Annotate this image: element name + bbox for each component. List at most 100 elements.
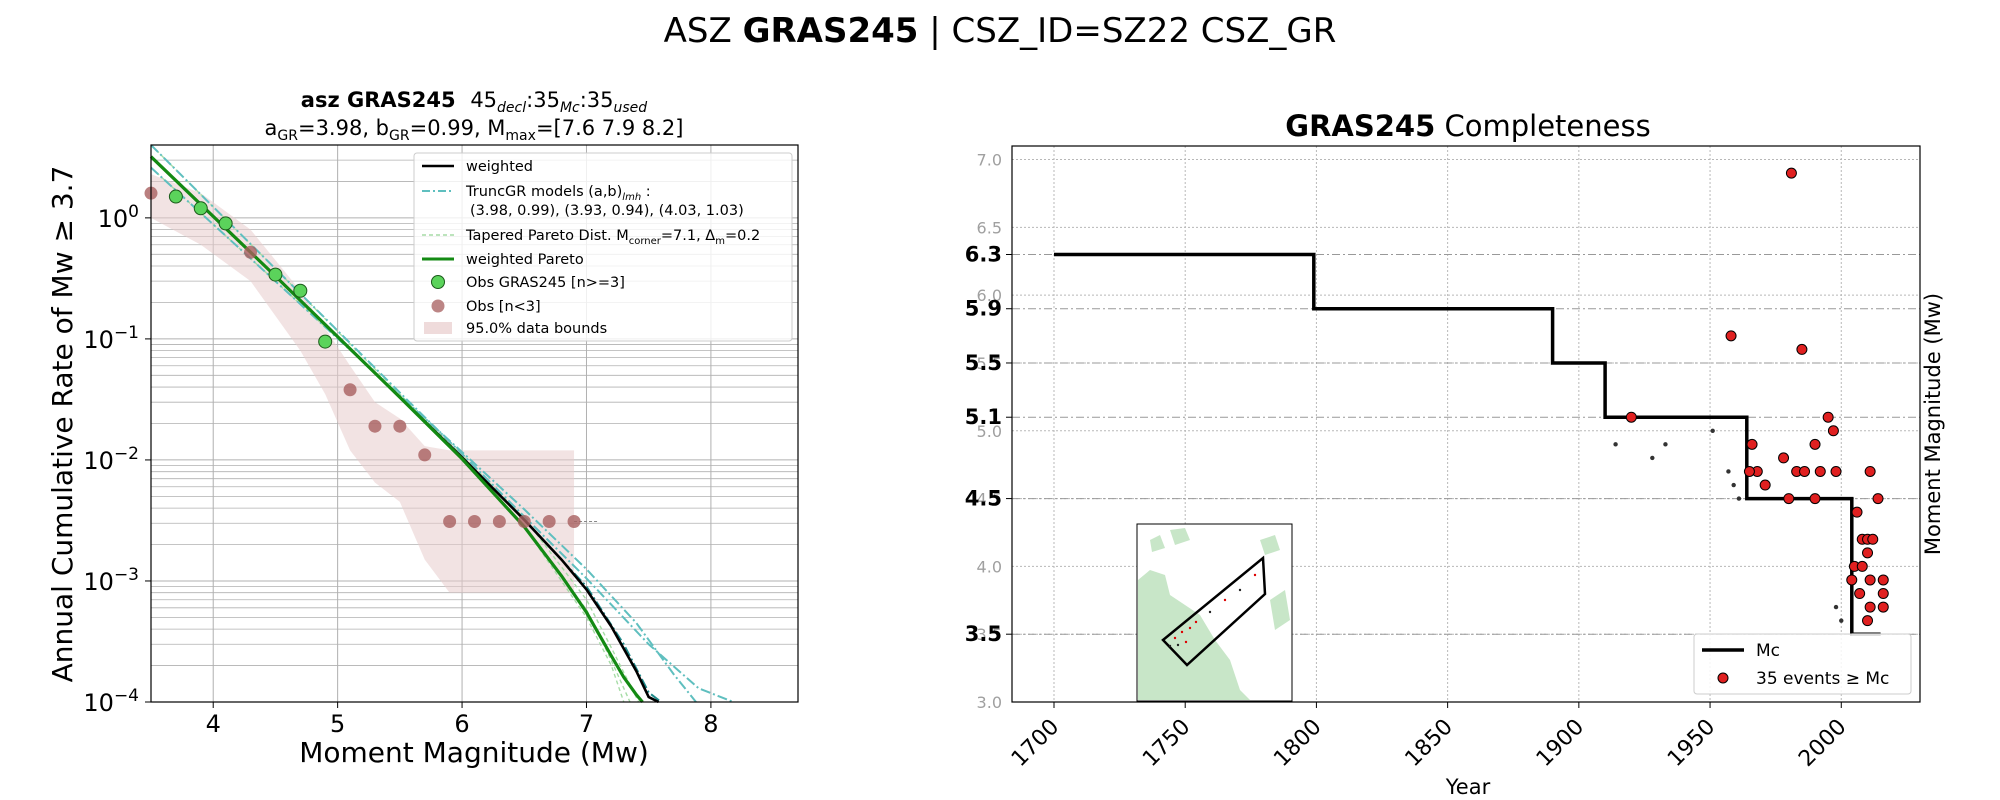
left-y-tick-exp: −1 [114, 323, 139, 343]
legend-tapered: Tapered Pareto Dist. Mcorner=7.1, Δm=0.2 [465, 228, 760, 247]
event-above-mc [1625, 411, 1637, 423]
left-y-tick-exp: 0 [128, 202, 139, 222]
event-above-mc [1796, 343, 1808, 355]
event-above-mc [1856, 560, 1868, 572]
event-above-mc [1877, 601, 1889, 613]
obs-green-point [168, 189, 183, 204]
event-below-mc [1726, 469, 1731, 474]
event-above-mc [1864, 574, 1876, 586]
right-y-minor-label: 5.0 [977, 422, 1002, 441]
right-y-major-label: 6.3 [965, 242, 1002, 266]
right-x-label: Year [1445, 775, 1491, 799]
inset-land-island-4 [1260, 535, 1280, 555]
left-y-tick-exp: −4 [114, 686, 139, 706]
left-y-tick-base: 10 [98, 205, 129, 233]
event-below-mc [1710, 428, 1715, 433]
event-above-mc [1846, 574, 1858, 586]
left-x-tick-label: 4 [206, 710, 221, 738]
inset-event [1168, 644, 1172, 648]
event-above-mc [1809, 493, 1821, 505]
inset-map [1136, 523, 1293, 702]
right-x-tick-label: 1950 [1663, 715, 1720, 772]
inset-zone-polygon [1161, 555, 1267, 667]
legend-obs-brown-swatch [431, 299, 445, 313]
left-y-tick-label: 10−3 [83, 565, 139, 596]
obs-brown-point [542, 514, 556, 528]
right-y-major-label: 3.5 [965, 622, 1002, 646]
left-y-tick-exp: −3 [114, 565, 139, 585]
event-below-mc [1663, 442, 1668, 447]
event-above-mc [1851, 506, 1863, 518]
left-x-tick-label: 6 [454, 710, 469, 738]
right-plot-frame [1011, 145, 1921, 703]
right-y-major-label: 5.1 [965, 405, 1002, 429]
event-above-mc [1725, 330, 1737, 342]
obs-brown-point [418, 448, 432, 462]
obs-brown-point [244, 245, 258, 259]
right-legend-box [1693, 633, 1912, 695]
event-above-mc [1746, 438, 1758, 450]
inset-event [1188, 626, 1192, 630]
event-above-mc [1743, 465, 1755, 477]
event-below-mc [1650, 455, 1655, 461]
right-x-tick-label: 1900 [1532, 715, 1589, 772]
inset-events [1168, 573, 1257, 648]
left-y-tick-base: 10 [83, 326, 114, 354]
legend-obs-green-swatch [431, 275, 445, 289]
left-chart-params: aGR=3.98, bGR=0.99, Mmax=[7.6 7.9 8.2] [265, 116, 684, 144]
gr-recurrence-chart: asz GRAS245 45decl:35Mc:35used aGR=3.98,… [46, 88, 799, 769]
right-legend: Mc 35 events ≥ Mc [1693, 633, 1912, 695]
right-y-major-label: 5.9 [965, 297, 1002, 321]
right-x-tick-label: 2000 [1794, 715, 1851, 772]
obs-green-point [293, 283, 308, 298]
right-events [1613, 167, 1889, 627]
left-x-tick-label: 8 [703, 710, 718, 738]
left-x-tick-label: 7 [579, 710, 594, 738]
obs-brown-point [443, 514, 457, 528]
right-y-label: Moment Magnitude (Mw) [1921, 293, 1945, 555]
tapered-pareto-line [150, 167, 640, 703]
right-x-tick-label: 1800 [1269, 715, 1326, 772]
inset-event [1223, 598, 1227, 602]
event-above-mc [1854, 588, 1866, 600]
event-above-mc [1862, 547, 1874, 559]
right-y-minor-label: 6.5 [977, 218, 1002, 237]
legend-obs-green: Obs GRAS245 [n>=3] [466, 275, 625, 291]
event-below-mc [1613, 442, 1618, 447]
legend-bounds: 95.0% data bounds [466, 321, 607, 337]
event-above-mc [1830, 465, 1842, 477]
event-above-mc [1867, 533, 1879, 545]
inset-event [1184, 640, 1188, 644]
event-above-mc [1814, 465, 1826, 477]
event-above-mc [1877, 588, 1889, 600]
left-bounds-band [151, 174, 575, 593]
event-above-mc [1822, 411, 1834, 423]
inset-land-island-3 [1270, 590, 1290, 630]
right-y-minor-label: 3.0 [977, 693, 1002, 712]
left-legend-box [413, 152, 793, 342]
inset-event [1238, 588, 1242, 592]
obs-green-point [318, 334, 333, 349]
legend-truncgr-values: (3.98, 0.99), (3.93, 0.94), (4.03, 1.03) [470, 203, 744, 219]
figure-title: ASZ GRAS245 | CSZ_ID=SZ22 CSZ_GR [664, 11, 1337, 51]
event-above-mc [1785, 167, 1797, 179]
inset-event [1173, 636, 1177, 640]
weighted-pareto-line [149, 155, 644, 704]
right-y-major-label: 4.5 [965, 487, 1002, 511]
event-above-mc [1877, 574, 1889, 586]
left-y-tick-base: 10 [83, 447, 114, 475]
event-above-mc [1759, 479, 1771, 491]
inset-event [1194, 620, 1198, 624]
left-legend: weighted TruncGR models (a,b)lmh : (3.98… [413, 152, 793, 342]
obs-green-point [193, 201, 208, 216]
right-y-minor-label: 7.0 [977, 151, 1002, 170]
completeness-chart: GRAS245 Completeness 1700 1750 1800 1850 190… [965, 109, 1945, 799]
right-chart-title: GRAS245 Completeness [1285, 109, 1650, 143]
left-y-tick-base: 10 [83, 689, 114, 717]
event-above-mc [1809, 438, 1821, 450]
event-above-mc [1799, 465, 1811, 477]
left-y-tick-base: 10 [83, 568, 114, 596]
left-y-label: Annual Cumulative Rate of Mw ≥ 3.7 [46, 166, 79, 683]
left-y-tick-label: 10−1 [83, 323, 139, 354]
